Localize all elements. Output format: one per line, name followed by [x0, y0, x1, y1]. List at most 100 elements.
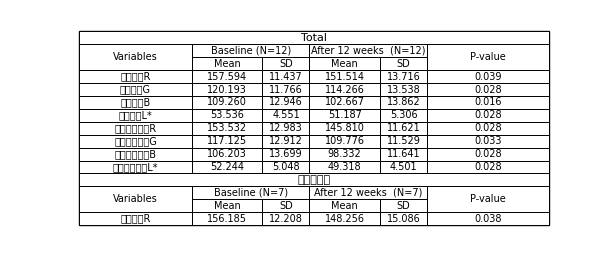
- Bar: [427, 148, 549, 161]
- Text: Mean: Mean: [214, 59, 240, 69]
- Text: 0.028: 0.028: [474, 123, 502, 133]
- Bar: [310, 199, 380, 212]
- Text: 12.983: 12.983: [269, 123, 303, 133]
- Bar: [310, 161, 380, 173]
- Text: Mean: Mean: [214, 201, 240, 211]
- Text: 52.244: 52.244: [210, 162, 244, 172]
- Text: 49.318: 49.318: [328, 162, 362, 172]
- Bar: [262, 109, 310, 122]
- Bar: [79, 96, 192, 109]
- Text: Baseline (N=7): Baseline (N=7): [213, 188, 287, 198]
- Text: Baseline (N=12): Baseline (N=12): [210, 46, 291, 56]
- Text: 53.536: 53.536: [210, 110, 244, 120]
- Bar: [79, 161, 192, 173]
- Bar: [79, 44, 192, 70]
- Bar: [310, 148, 380, 161]
- Text: 156.185: 156.185: [207, 214, 247, 224]
- Bar: [310, 96, 380, 109]
- Text: Total: Total: [301, 33, 327, 43]
- Text: Mean: Mean: [332, 59, 358, 69]
- Bar: [310, 70, 380, 83]
- Text: SD: SD: [397, 59, 410, 69]
- Bar: [192, 148, 262, 161]
- Bar: [79, 186, 192, 212]
- Text: 11.641: 11.641: [387, 149, 421, 159]
- Bar: [192, 199, 262, 212]
- Bar: [427, 44, 549, 70]
- Bar: [310, 44, 427, 57]
- Text: 5.048: 5.048: [272, 162, 300, 172]
- Bar: [380, 199, 427, 212]
- Bar: [310, 83, 380, 96]
- Text: 0.028: 0.028: [474, 85, 502, 94]
- Text: 12.912: 12.912: [269, 136, 303, 146]
- Bar: [427, 135, 549, 148]
- Bar: [79, 109, 192, 122]
- Bar: [310, 135, 380, 148]
- Bar: [262, 161, 310, 173]
- Text: 4.551: 4.551: [272, 110, 300, 120]
- Bar: [79, 83, 192, 96]
- Bar: [79, 148, 192, 161]
- Text: 0.033: 0.033: [474, 136, 502, 146]
- Bar: [192, 186, 310, 199]
- Text: 0.038: 0.038: [474, 214, 502, 224]
- Bar: [262, 135, 310, 148]
- Text: 12.208: 12.208: [269, 214, 303, 224]
- Text: 설태색상G: 설태색상G: [120, 85, 151, 94]
- Bar: [380, 57, 427, 70]
- Text: 51.187: 51.187: [328, 110, 362, 120]
- Bar: [262, 96, 310, 109]
- Bar: [192, 44, 310, 57]
- Text: 13.862: 13.862: [387, 98, 421, 107]
- Bar: [380, 135, 427, 148]
- Bar: [192, 57, 262, 70]
- Text: 0.028: 0.028: [474, 162, 502, 172]
- Text: 4.501: 4.501: [390, 162, 417, 172]
- Text: 0.039: 0.039: [474, 72, 502, 82]
- Bar: [310, 109, 380, 122]
- Bar: [380, 109, 427, 122]
- Bar: [427, 122, 549, 135]
- Bar: [427, 212, 549, 225]
- Bar: [380, 148, 427, 161]
- Bar: [310, 57, 380, 70]
- Bar: [380, 70, 427, 83]
- Text: 0.028: 0.028: [474, 149, 502, 159]
- Text: 설근설태색상G: 설근설태색상G: [114, 136, 157, 146]
- Bar: [192, 70, 262, 83]
- Bar: [310, 212, 380, 225]
- Bar: [262, 148, 310, 161]
- Bar: [427, 109, 549, 122]
- Bar: [262, 122, 310, 135]
- Bar: [192, 161, 262, 173]
- Bar: [380, 96, 427, 109]
- Bar: [192, 96, 262, 109]
- Text: SD: SD: [279, 201, 293, 211]
- Bar: [262, 199, 310, 212]
- Text: 태음조위탕: 태음조위탕: [297, 175, 331, 185]
- Text: 109.260: 109.260: [207, 98, 247, 107]
- Text: 120.193: 120.193: [207, 85, 247, 94]
- Text: Mean: Mean: [332, 201, 358, 211]
- Text: P-value: P-value: [470, 194, 506, 204]
- Bar: [310, 122, 380, 135]
- Text: 106.203: 106.203: [207, 149, 247, 159]
- Text: 11.621: 11.621: [387, 123, 421, 133]
- Bar: [262, 83, 310, 96]
- Text: 설근설태색상B: 설근설태색상B: [115, 149, 156, 159]
- Bar: [380, 122, 427, 135]
- Bar: [79, 31, 549, 44]
- Bar: [380, 212, 427, 225]
- Bar: [427, 96, 549, 109]
- Bar: [262, 70, 310, 83]
- Bar: [427, 186, 549, 212]
- Text: After 12 weeks  (N=12): After 12 weeks (N=12): [311, 46, 425, 56]
- Text: 11.529: 11.529: [387, 136, 421, 146]
- Text: SD: SD: [397, 201, 410, 211]
- Text: 설근설태색상R: 설근설태색상R: [115, 123, 156, 133]
- Bar: [79, 122, 192, 135]
- Text: 0.028: 0.028: [474, 110, 502, 120]
- Text: 157.594: 157.594: [207, 72, 247, 82]
- Bar: [79, 173, 549, 186]
